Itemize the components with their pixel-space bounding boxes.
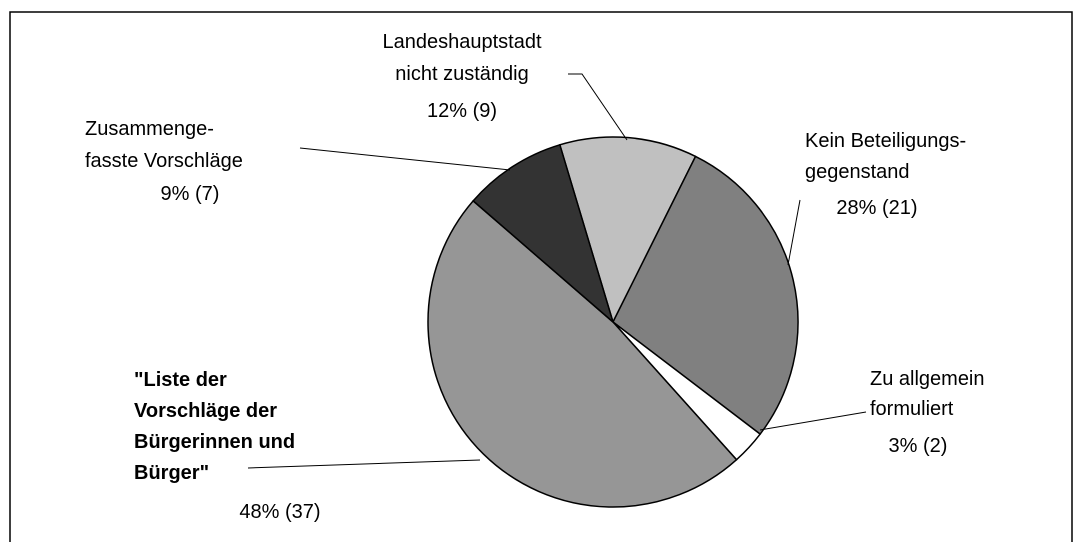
- leader-line: [787, 199, 801, 266]
- slice-label: Vorschläge der: [134, 400, 277, 422]
- value-label: 12% (9): [427, 100, 497, 122]
- slice-label: Landeshauptstadt: [382, 31, 541, 53]
- pie-slice: [612, 155, 799, 436]
- value-label: 28% (21): [836, 197, 917, 219]
- slice-label: fasste Vorschläge: [85, 150, 243, 172]
- slice-label: Kein Beteiligungs-: [805, 130, 966, 152]
- slice-label: Bürgerinnen und: [134, 431, 295, 453]
- pie-slice: [427, 199, 738, 508]
- leader-line: [299, 147, 511, 171]
- leader-line: [568, 73, 628, 141]
- slice-label: "Liste der: [134, 369, 227, 391]
- slice-label: formuliert: [870, 398, 954, 420]
- pie-slice: [472, 143, 615, 325]
- value-label: 3% (2): [889, 435, 948, 457]
- value-label: 9% (7): [161, 183, 220, 205]
- slice-label: gegenstand: [805, 161, 910, 183]
- leader-line: [759, 411, 867, 431]
- value-label: 48% (37): [239, 501, 320, 523]
- pie-slice: [558, 136, 697, 325]
- slice-label: nicht zuständig: [395, 63, 528, 85]
- slice-label: Zu allgemein: [870, 368, 985, 390]
- slice-label: Zusammenge-: [85, 118, 214, 140]
- leader-line: [247, 459, 481, 469]
- slice-label: Bürger": [134, 462, 209, 484]
